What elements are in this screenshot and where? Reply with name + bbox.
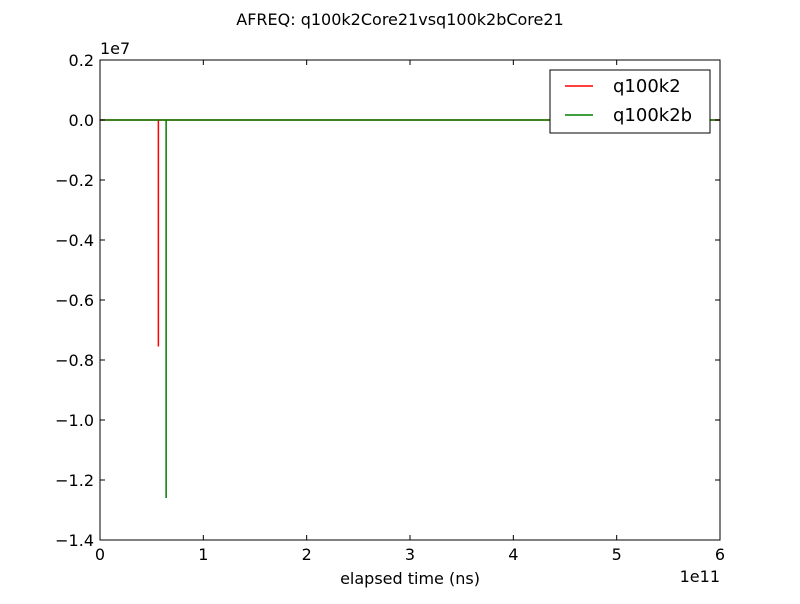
series-layer <box>100 119 720 498</box>
x-axis-label: elapsed time (ns) <box>340 569 480 588</box>
x-tick-label: 6 <box>715 545 725 564</box>
y-tick-label: 0.2 <box>69 51 94 70</box>
y-tick-label: −0.2 <box>55 171 94 190</box>
legend-label-1: q100k2b <box>613 105 692 126</box>
y-tick-label: −1.0 <box>55 411 94 430</box>
legend-box <box>549 69 711 134</box>
chart-title: AFREQ: q100k2Core21vsq100k2bCore21 <box>236 10 563 29</box>
x-tick-label: 3 <box>405 545 415 564</box>
plot-frame <box>99 59 721 541</box>
x-tick-label: 5 <box>612 545 622 564</box>
y-tick-label: −0.6 <box>55 291 94 310</box>
y-tick-label: 0.0 <box>69 111 94 130</box>
y-tick-label: −0.4 <box>55 231 94 250</box>
y-scale-label: 1e7 <box>100 39 130 58</box>
series-line-1 <box>100 119 720 498</box>
x-scale-label: 1e11 <box>680 567 720 586</box>
y-tick-label: −1.2 <box>55 471 94 490</box>
x-tick-label: 4 <box>508 545 518 564</box>
ticks-layer: 0 1 2 3 4 5 6 0.2 0.0 −0.2 −0.4 −0.6 −0.8 −1.0 −1.2 −1.… <box>55 51 725 564</box>
series-line-0 <box>100 119 720 347</box>
y-tick-label: −0.8 <box>55 351 94 370</box>
x-tick-label: 0 <box>95 545 105 564</box>
x-tick-label: 2 <box>302 545 312 564</box>
x-tick-label: 1 <box>198 545 208 564</box>
y-tick-label: −1.4 <box>55 531 94 550</box>
legend: q100k2 q100k2b <box>549 69 711 134</box>
legend-label-0: q100k2 <box>613 76 681 97</box>
